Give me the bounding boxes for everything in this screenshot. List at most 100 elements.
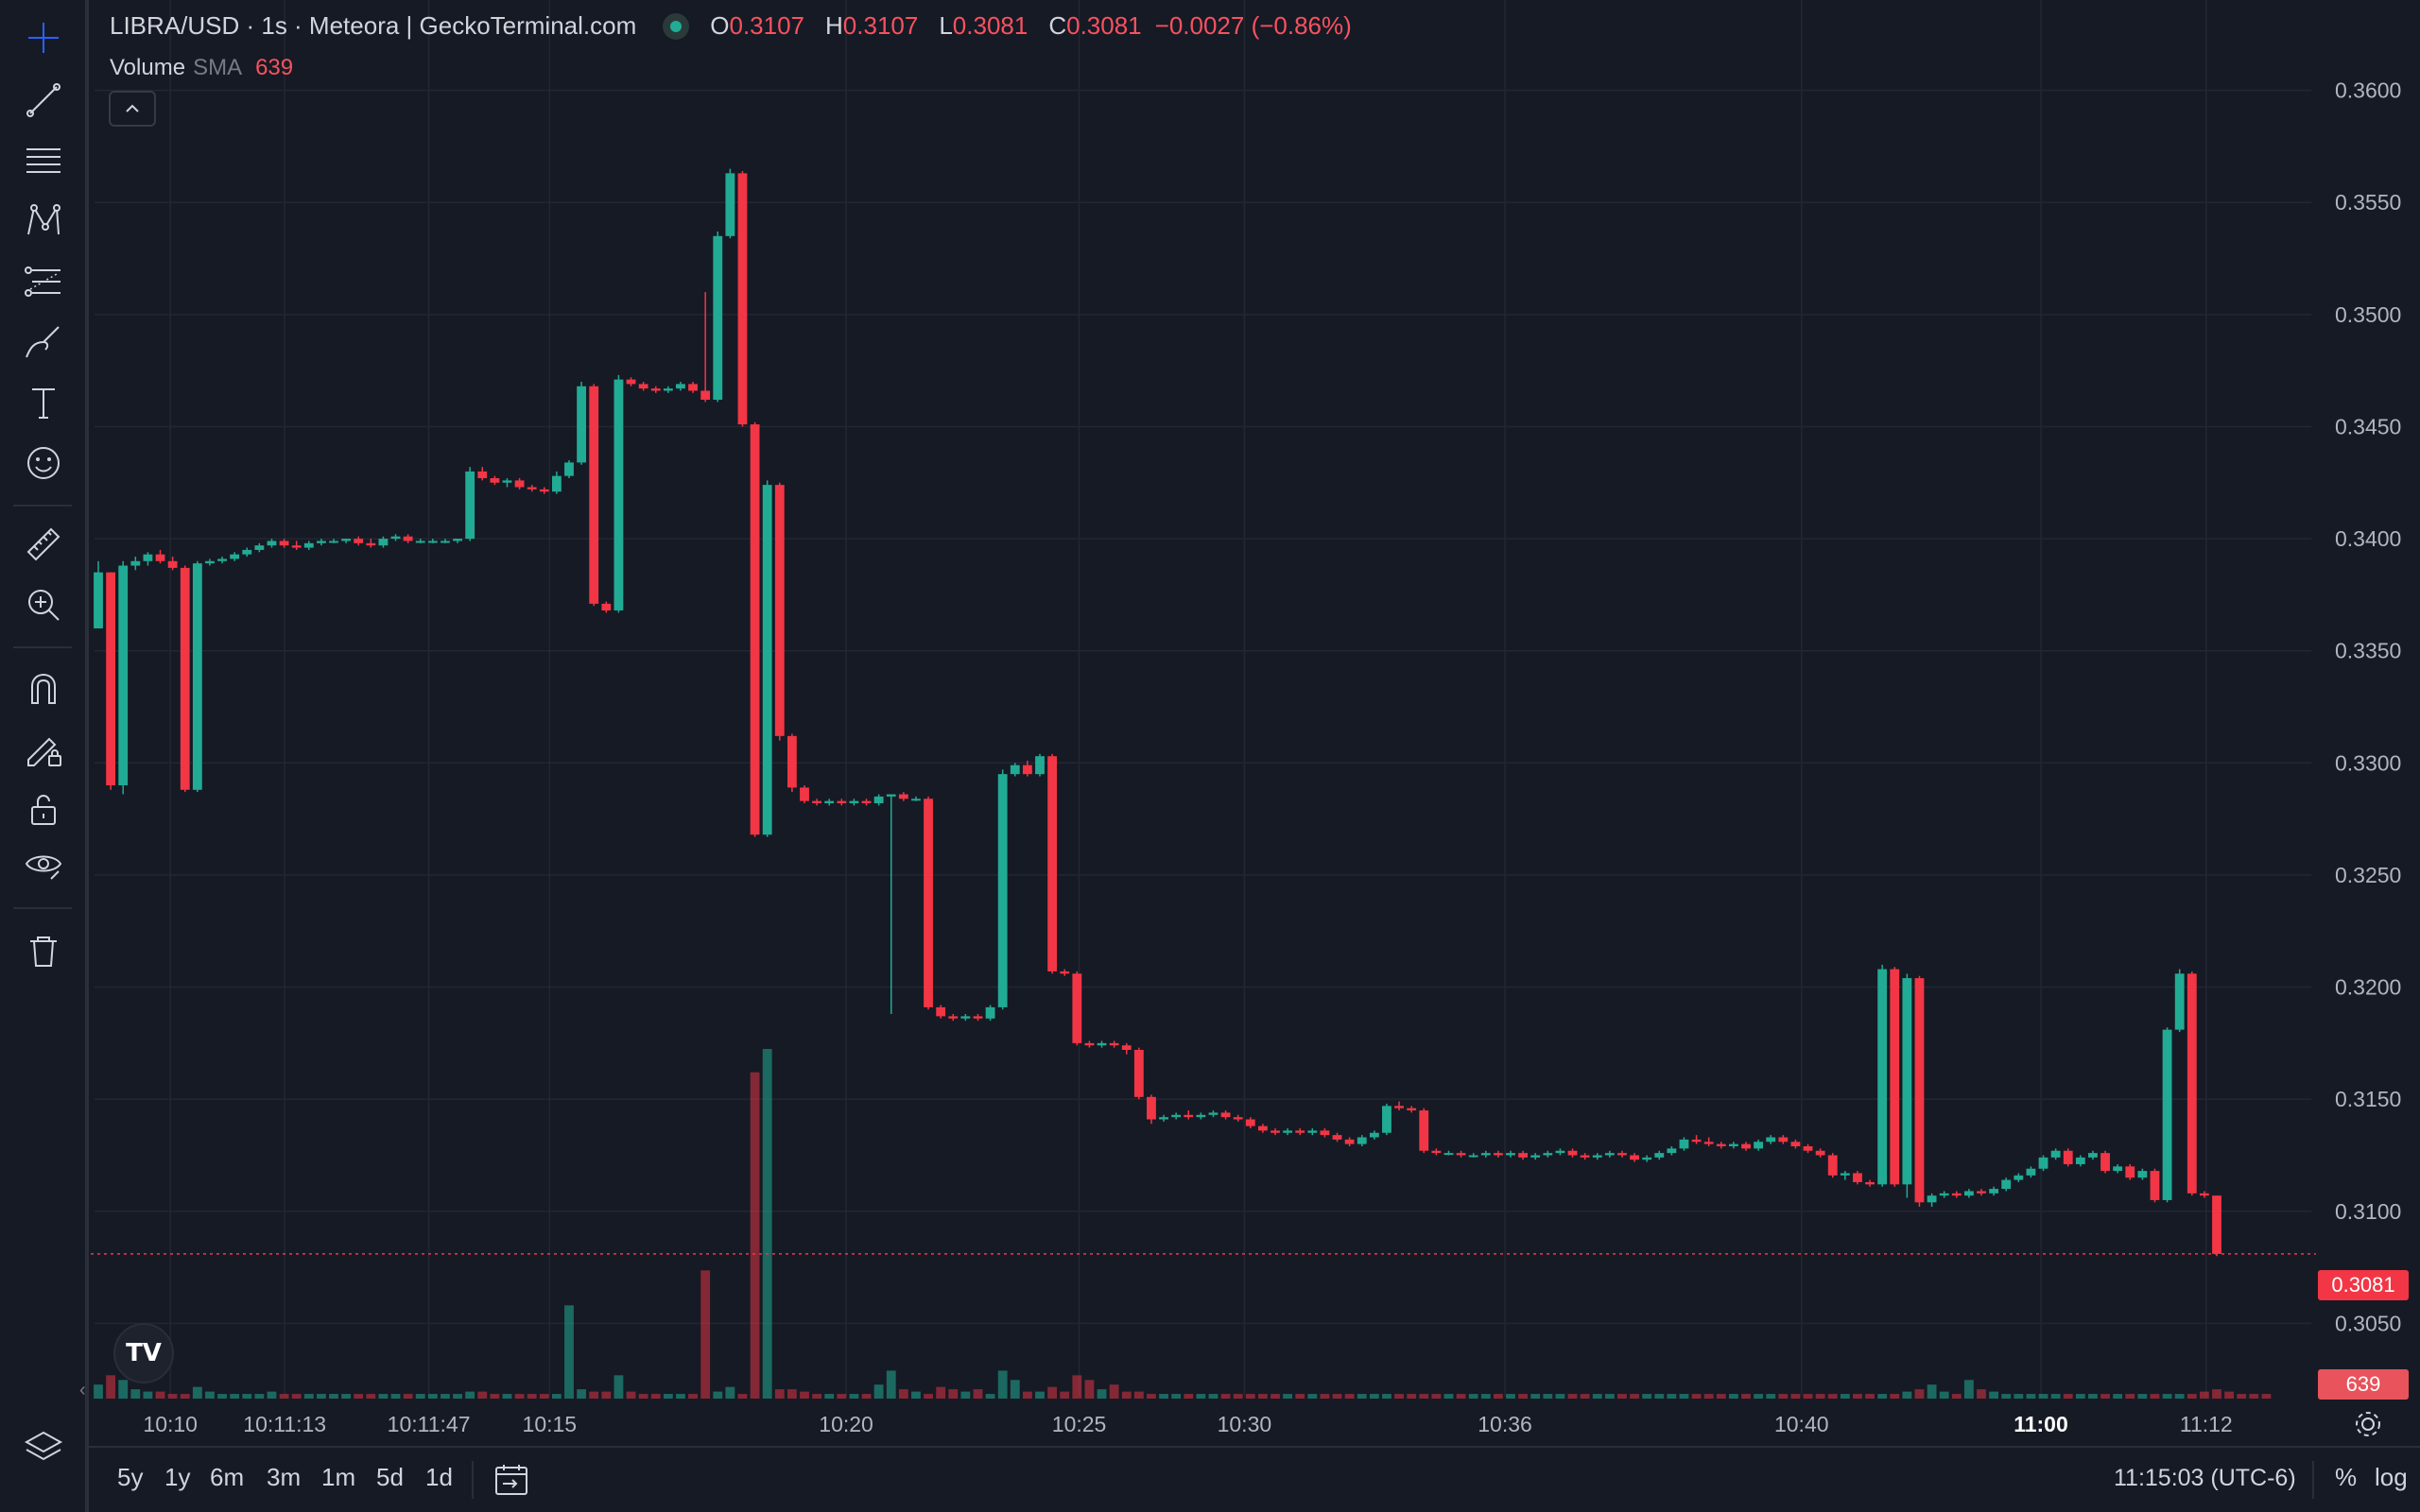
range-5y-button[interactable]: 5y <box>117 1463 144 1491</box>
range-6m-button[interactable]: 6m <box>210 1463 245 1491</box>
time-tick-label: 10:20 <box>819 1412 873 1436</box>
volume-bar <box>750 1072 760 1399</box>
price-axis[interactable]: 0.3600 0.3550 0.3500 0.3450 0.3400 0.3350 0.33… <box>2335 78 2401 1336</box>
emoji-icon[interactable] <box>21 440 66 486</box>
volume-bar <box>1506 1394 1515 1399</box>
lock-drawing-icon[interactable] <box>21 726 66 771</box>
range-5d-button[interactable]: 5d <box>376 1463 404 1491</box>
text-icon[interactable] <box>21 380 66 425</box>
collapse-toolbar-icon[interactable]: ‹ <box>79 1380 86 1400</box>
trend-line-icon[interactable] <box>21 77 66 123</box>
brush-icon[interactable] <box>21 319 66 365</box>
candle-body <box>1877 969 1888 1185</box>
volume-bar <box>2038 1394 2048 1399</box>
candle-body <box>1506 1153 1515 1156</box>
candle-body <box>390 536 401 540</box>
volume-bar <box>2162 1394 2172 1399</box>
volume-bar <box>1184 1394 1194 1399</box>
volume-bar <box>564 1305 574 1399</box>
candle-body <box>1022 765 1032 775</box>
volume-bar <box>1877 1394 1888 1399</box>
volume-bar <box>924 1394 933 1399</box>
candle-body <box>192 563 202 790</box>
price-tick-label: 0.3050 <box>2335 1311 2401 1335</box>
volume-bar <box>230 1394 240 1399</box>
candle-body <box>1890 969 1900 1185</box>
chart-canvas[interactable]: 0.3600 0.3550 0.3500 0.3450 0.3400 0.3350 0.33… <box>0 0 2420 1446</box>
volume-bar <box>551 1394 562 1399</box>
candle-body <box>2199 1193 2209 1196</box>
volume-bar <box>1407 1394 1417 1399</box>
volume-bar <box>1456 1394 1466 1399</box>
layers-icon[interactable] <box>21 1425 66 1470</box>
volume-bar <box>1431 1394 1442 1399</box>
time-tick-label: 10:10 <box>143 1412 198 1436</box>
candle-body <box>700 390 711 400</box>
volume-bar <box>1382 1394 1392 1399</box>
candle-body <box>725 173 735 236</box>
horizontal-lines-icon[interactable] <box>21 138 66 183</box>
volume-bar <box>1654 1394 1665 1399</box>
volume-bar <box>601 1391 612 1399</box>
volume-bar <box>2199 1391 2209 1399</box>
volume-bar <box>217 1394 227 1399</box>
range-3m-button[interactable]: 3m <box>267 1463 302 1491</box>
trash-icon[interactable] <box>21 928 66 973</box>
collapse-legend-button[interactable] <box>109 91 156 127</box>
volume-legend[interactable]: Volume SMA 639 <box>110 55 293 81</box>
range-1m-button[interactable]: 1m <box>321 1463 356 1491</box>
calendar-icon[interactable] <box>493 1463 529 1497</box>
time-axis[interactable]: 10:10 10:11:13 10:11:47 10:15 10:20 10:25 10:3… <box>143 1412 2232 1436</box>
volume-bar <box>2113 1394 2123 1399</box>
magnet-icon[interactable] <box>21 665 66 711</box>
eye-icon[interactable] <box>21 843 66 888</box>
tradingview-logo[interactable]: TV <box>113 1323 174 1383</box>
candle-body <box>1667 1148 1677 1154</box>
volume-bar <box>2050 1394 2061 1399</box>
volume-bar <box>650 1394 661 1399</box>
price-tick-label: 0.3250 <box>2335 863 2401 887</box>
range-1y-button[interactable]: 1y <box>164 1463 191 1491</box>
candle-body <box>1344 1139 1355 1144</box>
candle-body <box>267 541 277 546</box>
price-tick-label: 0.3150 <box>2335 1087 2401 1111</box>
percent-button[interactable]: % <box>2335 1463 2358 1491</box>
volume-bar <box>2063 1394 2073 1399</box>
volume-bar <box>1084 1380 1095 1399</box>
volume-bar <box>1047 1386 1058 1399</box>
volume-bar <box>1890 1394 1900 1399</box>
volume-bar <box>118 1380 129 1399</box>
candle-body <box>242 549 252 555</box>
volume-bar <box>539 1394 549 1399</box>
volume-bar <box>1567 1394 1578 1399</box>
volume-bar <box>1257 1394 1268 1399</box>
ruler-icon[interactable] <box>21 522 66 567</box>
fib-icon[interactable] <box>21 259 66 304</box>
candle-body <box>849 800 859 804</box>
log-button[interactable]: log <box>2375 1463 2408 1491</box>
candle-body <box>1097 1042 1107 1046</box>
candle-body <box>551 475 562 492</box>
gear-icon[interactable] <box>2352 1408 2384 1440</box>
unlock-icon[interactable] <box>21 786 66 832</box>
volume-value: 639 <box>255 55 294 80</box>
crosshair-icon[interactable] <box>21 15 66 60</box>
candle-body <box>898 794 908 799</box>
candle-body <box>1604 1153 1615 1156</box>
pattern-icon[interactable] <box>21 198 66 244</box>
volume-bar <box>465 1391 475 1399</box>
symbol-title[interactable]: LIBRA/USD · 1s · Meteora | GeckoTerminal… <box>110 11 637 40</box>
range-1d-button[interactable]: 1d <box>425 1463 453 1491</box>
candle-body <box>1480 1153 1491 1156</box>
candle-body <box>1010 765 1020 775</box>
candle-body <box>676 384 685 389</box>
candle-body <box>2137 1171 2148 1178</box>
candle-body <box>774 485 785 736</box>
candle-body <box>1121 1045 1132 1050</box>
volume-bar <box>1245 1394 1255 1399</box>
candle-body <box>2063 1150 2073 1164</box>
zoom-in-icon[interactable] <box>21 582 66 627</box>
current-time[interactable]: 11:15:03 (UTC-6) <box>2114 1465 2296 1491</box>
volume-bar <box>812 1394 822 1399</box>
volume-bar <box>1443 1394 1454 1399</box>
